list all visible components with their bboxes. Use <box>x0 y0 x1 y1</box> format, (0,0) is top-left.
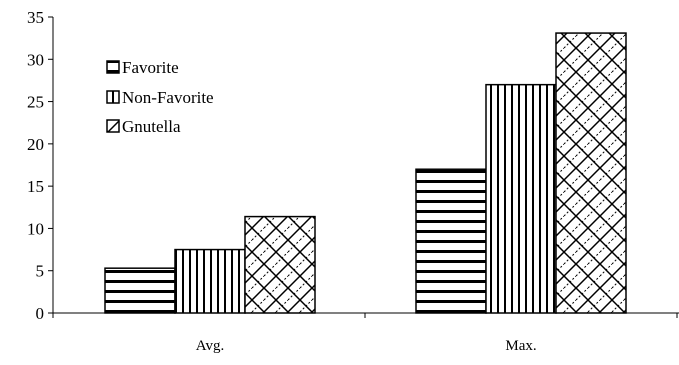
y-tick-label: 25 <box>27 93 44 112</box>
y-tick-label: 35 <box>27 8 44 27</box>
legend-label: Gnutella <box>122 117 181 136</box>
legend-label: Non-Favorite <box>122 88 214 107</box>
x-category-label: Avg. <box>196 338 224 354</box>
y-tick-label: 5 <box>36 262 45 281</box>
bars-layer <box>104 32 627 314</box>
y-tick-label: 30 <box>27 50 44 69</box>
legend-swatch <box>106 119 120 133</box>
x-labels-layer: Avg. Max. <box>196 338 537 354</box>
bar-favorite-avg <box>104 267 176 314</box>
legend-swatch <box>106 90 120 104</box>
legend-label: Favorite <box>122 58 179 77</box>
bar-non-favorite-max <box>485 83 557 314</box>
bar-non-favorite-avg <box>174 248 246 314</box>
bar-gnutella-max <box>555 32 627 314</box>
y-tick-label: 10 <box>27 219 44 238</box>
y-tick-label: 15 <box>27 177 44 196</box>
axes-layer <box>52 17 679 318</box>
legend-swatch <box>106 60 120 74</box>
y-tick-label: 0 <box>36 304 45 323</box>
x-category-label: Max. <box>505 338 536 354</box>
y-tick-label: 20 <box>27 135 44 154</box>
legend: Favorite Non-Favorite Gnutella <box>106 58 214 136</box>
bar-favorite-max <box>415 168 487 314</box>
bar-gnutella-avg <box>244 215 316 314</box>
y-ticks-layer: 0 5 10 15 20 25 30 35 <box>27 8 53 323</box>
